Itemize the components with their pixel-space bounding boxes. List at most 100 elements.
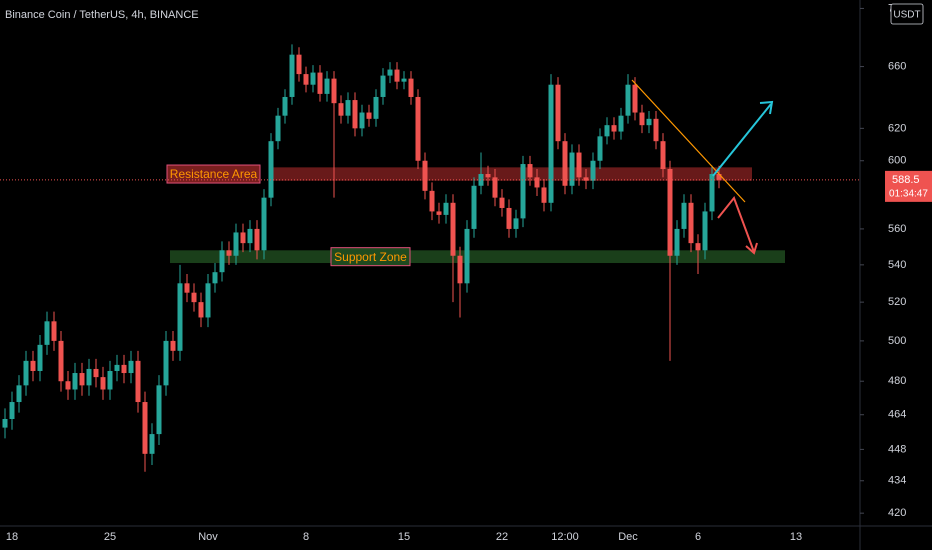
- candle-body: [604, 125, 610, 137]
- candle-body: [415, 96, 421, 161]
- bullish-arrow: [712, 103, 772, 177]
- x-tick-label: 6: [695, 531, 701, 543]
- candle-body: [597, 136, 603, 161]
- candle-body: [282, 96, 288, 116]
- x-tick-label: Nov: [198, 531, 218, 543]
- y-tick-label: 480: [888, 375, 906, 387]
- candle-body: [149, 434, 155, 454]
- candle-body: [23, 360, 29, 386]
- countdown-label: 01:34:47: [889, 189, 928, 200]
- y-tick-label: 420: [888, 507, 906, 519]
- candle-body: [674, 228, 680, 256]
- candle-body: [275, 115, 281, 142]
- candle-body: [555, 84, 561, 142]
- candle-body: [667, 169, 673, 256]
- y-tick-label: 464: [888, 409, 906, 421]
- y-tick-label: 434: [888, 475, 906, 487]
- candle-body: [576, 152, 582, 178]
- candle-body: [653, 118, 659, 142]
- candle-body: [142, 402, 148, 454]
- candle-body: [37, 344, 43, 371]
- candle-body: [226, 250, 232, 256]
- candle-body: [471, 185, 477, 229]
- candle-body: [506, 207, 512, 229]
- currency-label: USDT: [893, 10, 920, 21]
- candle-body: [429, 190, 435, 212]
- candle-body: [625, 84, 631, 116]
- x-tick-label: 25: [104, 531, 116, 543]
- candle-body: [177, 283, 183, 351]
- candle-body: [527, 164, 533, 178]
- zone-label-box: [166, 164, 261, 184]
- candle-body: [450, 202, 456, 256]
- x-tick-label: 13: [790, 531, 802, 543]
- candle-body: [135, 360, 141, 403]
- candle-body: [611, 125, 617, 132]
- last-price-label: 588.5: [892, 174, 920, 186]
- candle-body: [639, 112, 645, 126]
- candle-body: [709, 174, 715, 212]
- candle-body: [373, 96, 379, 119]
- y-tick-label: 448: [888, 443, 906, 455]
- candle-body: [9, 402, 15, 419]
- x-tick-label: 12:00: [551, 531, 579, 543]
- x-tick-label: 18: [6, 531, 18, 543]
- drawings: [631, 79, 774, 255]
- candle-body: [128, 360, 134, 374]
- y-tick-label: 620: [888, 122, 906, 134]
- y-tick-label: 600: [888, 155, 906, 167]
- candle-body: [198, 302, 204, 318]
- y-tick-label: 520: [888, 296, 906, 308]
- candle-body: [366, 112, 372, 119]
- candle-body: [170, 340, 176, 351]
- candle-body: [268, 141, 274, 198]
- candle-body: [79, 373, 85, 386]
- candle-body: [51, 321, 57, 341]
- candles: [2, 44, 722, 472]
- candle-body: [443, 202, 449, 215]
- candle-body: [303, 74, 309, 85]
- trend-line: [631, 79, 746, 203]
- candle-body: [310, 72, 316, 85]
- candle-body: [58, 340, 64, 382]
- candle-body: [352, 100, 358, 129]
- candle-body: [16, 385, 22, 403]
- candle-body: [219, 250, 225, 273]
- candle-body: [513, 218, 519, 229]
- candle-body: [436, 211, 442, 215]
- candle-body: [240, 232, 246, 244]
- bullish-arrow-head: [759, 100, 774, 115]
- candle-body: [191, 292, 197, 303]
- candle-body: [156, 385, 162, 435]
- candle-body: [317, 72, 323, 94]
- x-tick-label: 8: [303, 531, 309, 543]
- candle-body: [457, 255, 463, 284]
- zone-label-box: [330, 247, 411, 267]
- zone-label: Support Zone: [334, 250, 407, 264]
- candle-body: [247, 228, 253, 244]
- candle-body: [541, 187, 547, 203]
- candle-body: [464, 228, 470, 284]
- price-zone: [170, 250, 785, 264]
- candle-body: [107, 370, 113, 390]
- candle-body: [331, 78, 337, 104]
- currency-box[interactable]: [890, 3, 924, 25]
- candle-body: [695, 243, 701, 251]
- candle-body: [562, 141, 568, 186]
- candle-body: [261, 197, 267, 251]
- candle-body: [100, 377, 106, 390]
- candle-body: [702, 211, 708, 251]
- zone-label: Resistance Area: [170, 167, 258, 181]
- candle-body: [499, 197, 505, 208]
- candle-body: [569, 152, 575, 186]
- last-price-box: [885, 170, 932, 202]
- candle-body: [72, 373, 78, 390]
- candle-body: [254, 228, 260, 251]
- candle-body: [44, 321, 50, 345]
- candle-body: [338, 103, 344, 116]
- candle-body: [618, 115, 624, 132]
- chart-title: Binance Coin / TetherUS, 4h, BINANCE: [5, 9, 199, 21]
- candle-body: [296, 54, 302, 75]
- candle-body: [422, 160, 428, 191]
